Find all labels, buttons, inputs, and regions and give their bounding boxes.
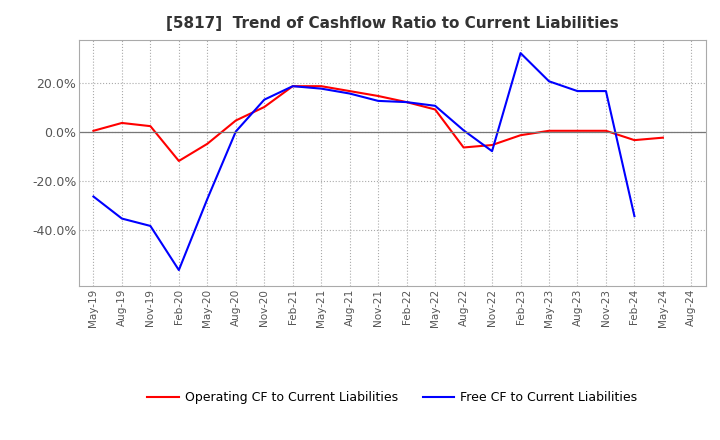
Operating CF to Current Liabilities (89, 128, 98, 133)
Operating CF to Current Liabilities (289, 84, 297, 89)
Free CF to Current Liabilities (289, 84, 297, 89)
Free CF to Current Liabilities (630, 213, 639, 219)
Operating CF to Current Liabilities (545, 128, 554, 133)
Free CF to Current Liabilities (374, 98, 382, 103)
Operating CF to Current Liabilities (174, 158, 183, 164)
Free CF to Current Liabilities (487, 149, 496, 154)
Free CF to Current Liabilities (573, 88, 582, 94)
Operating CF to Current Liabilities (260, 104, 269, 110)
Free CF to Current Liabilities (89, 194, 98, 199)
Operating CF to Current Liabilities (630, 137, 639, 143)
Free CF to Current Liabilities (317, 86, 325, 91)
Operating CF to Current Liabilities (431, 107, 439, 112)
Operating CF to Current Liabilities (317, 84, 325, 89)
Operating CF to Current Liabilities (203, 141, 212, 147)
Operating CF to Current Liabilities (516, 132, 525, 138)
Free CF to Current Liabilities (545, 79, 554, 84)
Operating CF to Current Liabilities (487, 143, 496, 148)
Legend: Operating CF to Current Liabilities, Free CF to Current Liabilities: Operating CF to Current Liabilities, Fre… (143, 386, 642, 409)
Title: [5817]  Trend of Cashflow Ratio to Current Liabilities: [5817] Trend of Cashflow Ratio to Curren… (166, 16, 618, 32)
Operating CF to Current Liabilities (346, 88, 354, 94)
Operating CF to Current Liabilities (573, 128, 582, 133)
Free CF to Current Liabilities (146, 223, 155, 228)
Free CF to Current Liabilities (232, 129, 240, 134)
Operating CF to Current Liabilities (402, 99, 411, 105)
Line: Free CF to Current Liabilities: Free CF to Current Liabilities (94, 53, 634, 270)
Free CF to Current Liabilities (459, 128, 468, 133)
Free CF to Current Liabilities (203, 196, 212, 202)
Free CF to Current Liabilities (516, 51, 525, 56)
Operating CF to Current Liabilities (459, 145, 468, 150)
Free CF to Current Liabilities (346, 91, 354, 96)
Free CF to Current Liabilities (602, 88, 611, 94)
Operating CF to Current Liabilities (602, 128, 611, 133)
Operating CF to Current Liabilities (232, 118, 240, 123)
Free CF to Current Liabilities (260, 97, 269, 103)
Operating CF to Current Liabilities (117, 120, 126, 125)
Operating CF to Current Liabilities (659, 135, 667, 140)
Free CF to Current Liabilities (431, 103, 439, 108)
Line: Operating CF to Current Liabilities: Operating CF to Current Liabilities (94, 86, 663, 161)
Operating CF to Current Liabilities (146, 124, 155, 129)
Free CF to Current Liabilities (174, 268, 183, 273)
Free CF to Current Liabilities (402, 99, 411, 105)
Operating CF to Current Liabilities (374, 93, 382, 99)
Free CF to Current Liabilities (117, 216, 126, 221)
